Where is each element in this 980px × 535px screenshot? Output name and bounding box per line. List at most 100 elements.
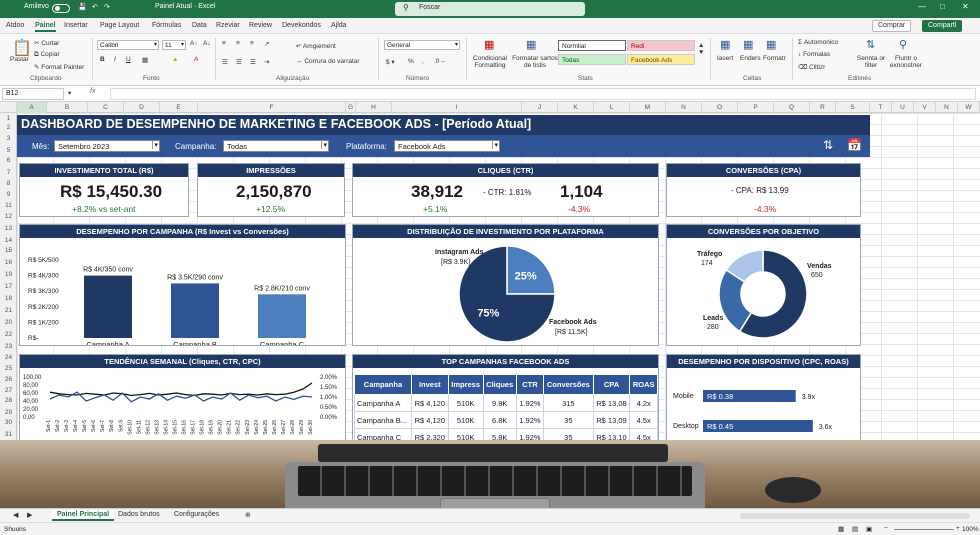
- row-header[interactable]: 5: [6, 147, 11, 154]
- row-header[interactable]: 26: [4, 376, 13, 383]
- menu-item-developer[interactable]: Devekondos: [282, 22, 321, 29]
- menu-item-home[interactable]: Painel: [35, 22, 56, 32]
- indent-icon[interactable]: ⇥: [264, 59, 270, 66]
- table-cell[interactable]: R$ 13,08: [592, 394, 631, 412]
- row-header[interactable]: 23: [4, 343, 13, 350]
- menu-item-page-layout[interactable]: Page Layout: [100, 22, 140, 29]
- formula-input[interactable]: [110, 88, 976, 100]
- column-header[interactable]: L: [594, 102, 630, 113]
- column-header[interactable]: B: [47, 102, 88, 113]
- column-header[interactable]: R: [810, 102, 836, 113]
- row-header[interactable]: 18: [4, 295, 13, 302]
- table-cell[interactable]: 315: [543, 394, 594, 412]
- table-header[interactable]: Cliques: [482, 374, 517, 395]
- sort-filter-icon[interactable]: ⇅: [866, 39, 876, 51]
- table-cell[interactable]: 6.8K: [482, 411, 517, 429]
- page-layout-view-icon[interactable]: ▤: [852, 526, 859, 533]
- table-cell[interactable]: R$ 4,120: [410, 411, 449, 429]
- row-header[interactable]: 31: [4, 431, 13, 438]
- table-cell[interactable]: Campanha A: [354, 394, 412, 412]
- row-header[interactable]: 6: [6, 157, 11, 164]
- style-normal[interactable]: Normlial: [558, 40, 626, 51]
- table-cell[interactable]: Campanha B...: [354, 411, 412, 429]
- table-cell[interactable]: 1.92%: [515, 394, 545, 412]
- align-right-icon[interactable]: ☰: [250, 59, 256, 66]
- table-header[interactable]: Conversões: [543, 374, 594, 395]
- column-header[interactable]: A: [17, 102, 47, 113]
- cut-button[interactable]: ✂ Curtar: [34, 39, 59, 47]
- sheet-tab-raw-data[interactable]: Dados brutos: [118, 511, 160, 518]
- style-bad[interactable]: Redi: [627, 40, 695, 51]
- font-name-select[interactable]: Calibri: [97, 40, 159, 50]
- table-cell[interactable]: 35: [543, 411, 594, 429]
- format-cells-button[interactable]: Formatr: [763, 55, 786, 62]
- font-color-icon[interactable]: A: [194, 56, 199, 63]
- add-sheet-icon[interactable]: ⊕: [245, 512, 251, 519]
- column-header[interactable]: N: [936, 102, 958, 113]
- table-cell[interactable]: R$ 13,09: [592, 411, 631, 429]
- row-header[interactable]: 21: [4, 307, 13, 314]
- fill-color-icon[interactable]: ▲: [172, 56, 179, 63]
- insert-cells-button[interactable]: Iasert: [717, 55, 734, 62]
- align-top-icon[interactable]: ≡: [222, 40, 226, 47]
- minimize-icon[interactable]: —: [918, 2, 926, 11]
- menu-item-review-a[interactable]: Rzeviar: [216, 22, 240, 29]
- paste-icon[interactable]: 📋: [12, 40, 32, 57]
- row-header[interactable]: 22: [4, 331, 13, 338]
- table-cell[interactable]: 510K: [447, 411, 484, 429]
- column-header[interactable]: F: [198, 102, 346, 113]
- column-header[interactable]: I: [392, 102, 522, 113]
- row-header[interactable]: 25: [4, 365, 13, 372]
- row-header[interactable]: 19: [4, 271, 13, 278]
- style-good[interactable]: Todas: [558, 54, 626, 65]
- format-table-button[interactable]: Formatar sartos de tistis: [512, 55, 558, 69]
- find-icon[interactable]: ⚲: [899, 39, 908, 51]
- column-header[interactable]: M: [630, 102, 666, 113]
- save-icon[interactable]: 💾: [78, 4, 87, 11]
- zoom-out-icon[interactable]: −: [884, 525, 888, 532]
- find-select-button[interactable]: Fluntr o exnonstner: [889, 55, 923, 69]
- row-header[interactable]: 11: [5, 202, 12, 209]
- column-header[interactable]: D: [124, 102, 160, 113]
- fill-button[interactable]: ↓ Formalas: [798, 51, 830, 58]
- style-neutral[interactable]: Facebook Ads: [627, 54, 695, 65]
- table-header[interactable]: CTR: [515, 374, 545, 395]
- row-header[interactable]: 1: [6, 115, 11, 122]
- column-header[interactable]: T: [870, 102, 892, 113]
- sort-filter-icon[interactable]: ⇅: [823, 138, 834, 152]
- table-header[interactable]: Invest: [410, 374, 449, 395]
- align-center-icon[interactable]: ☰: [236, 59, 242, 66]
- bold-icon[interactable]: B: [100, 56, 105, 63]
- sort-filter-button[interactable]: Sennta or filter: [856, 55, 886, 69]
- delete-cells-icon[interactable]: ▦: [743, 39, 754, 51]
- menu-item-insert[interactable]: Insertar: [64, 22, 88, 29]
- fx-icon[interactable]: fx: [90, 88, 96, 95]
- grow-font-icon[interactable]: A↑: [190, 40, 198, 47]
- row-header[interactable]: 15: [4, 247, 13, 254]
- prev-sheet-icon[interactable]: ◀: [13, 512, 19, 519]
- table-row[interactable]: Campanha B... R$ 4,120 510K 6.8K 1.92% 3…: [354, 411, 658, 429]
- row-header[interactable]: 8: [6, 180, 11, 187]
- column-header[interactable]: P: [738, 102, 774, 113]
- comments-button[interactable]: Comprar: [872, 20, 912, 32]
- column-header[interactable]: K: [558, 102, 594, 113]
- page-break-view-icon[interactable]: ▣: [866, 526, 873, 533]
- row-header[interactable]: 20: [4, 319, 13, 326]
- table-cell[interactable]: 9.8K: [482, 394, 517, 412]
- format-painter-button[interactable]: ✎ Format Painter: [34, 63, 84, 71]
- table-row[interactable]: Campanha A R$ 4,120 510K 9.8K 1.92% 315 …: [354, 394, 658, 412]
- undo-icon[interactable]: ↶: [92, 4, 98, 11]
- row-header[interactable]: 12: [4, 213, 13, 220]
- shrink-font-icon[interactable]: A↓: [203, 40, 211, 47]
- select-all-corner[interactable]: [0, 102, 17, 113]
- number-format-select[interactable]: General: [384, 40, 460, 50]
- row-header[interactable]: 9: [6, 191, 11, 198]
- row-header[interactable]: 3: [6, 135, 11, 142]
- orientation-icon[interactable]: ↗: [264, 41, 270, 48]
- table-header[interactable]: ROAS: [629, 374, 658, 395]
- format-table-icon[interactable]: ▦: [526, 39, 537, 51]
- row-header[interactable]: 14: [4, 237, 13, 244]
- column-header[interactable]: E: [160, 102, 198, 113]
- align-left-icon[interactable]: ☰: [222, 59, 228, 66]
- menu-item-file[interactable]: Atdoo: [6, 22, 25, 29]
